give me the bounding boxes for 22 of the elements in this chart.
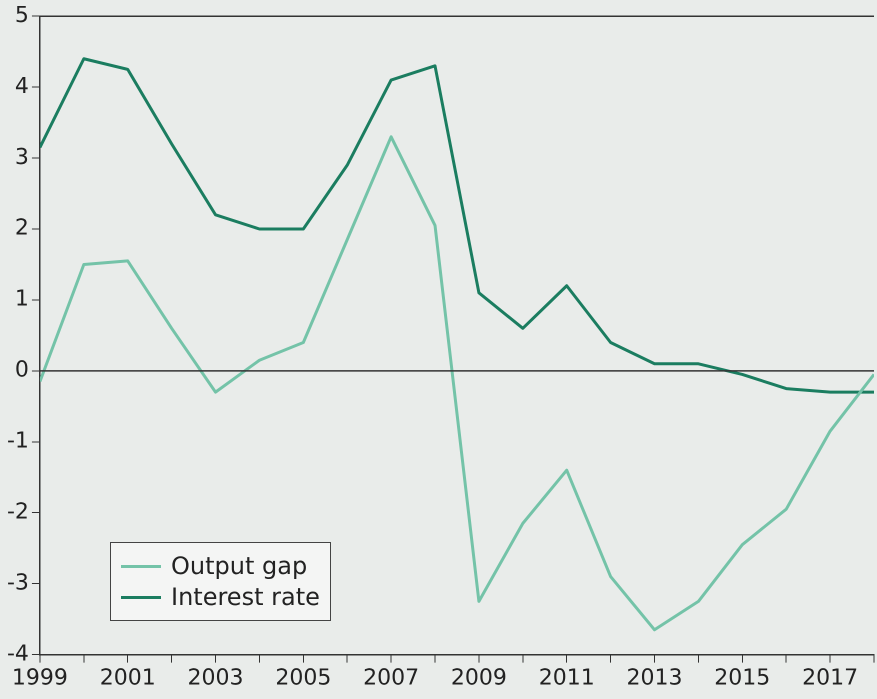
x-tick-label: 2007 <box>363 666 420 691</box>
x-tick-label: 2013 <box>626 666 683 691</box>
x-tick-label: 2017 <box>802 666 858 691</box>
x-tick-label: 2011 <box>538 666 595 691</box>
x-tick-label: 2015 <box>714 666 770 691</box>
y-tick-label: -2 <box>7 499 29 524</box>
y-tick-label: 4 <box>14 74 29 99</box>
y-tick-label: 5 <box>14 2 29 28</box>
x-tick-label: 2005 <box>275 666 332 691</box>
x-tick-label: 2009 <box>450 666 507 691</box>
legend-label: Interest rate <box>171 583 320 611</box>
x-tick-label: 1999 <box>12 666 68 691</box>
legend-label: Output gap <box>171 552 308 580</box>
y-tick-label: 2 <box>14 216 29 241</box>
x-tick-label: 2003 <box>188 666 244 691</box>
y-tick-label: -3 <box>7 570 29 596</box>
y-tick-label: 1 <box>14 286 29 312</box>
x-tick-label: 2001 <box>100 666 156 691</box>
y-tick-label: -4 <box>7 641 29 666</box>
y-tick-label: 3 <box>14 144 29 170</box>
y-tick-label: -1 <box>7 428 29 454</box>
y-tick-label: 0 <box>14 358 29 383</box>
